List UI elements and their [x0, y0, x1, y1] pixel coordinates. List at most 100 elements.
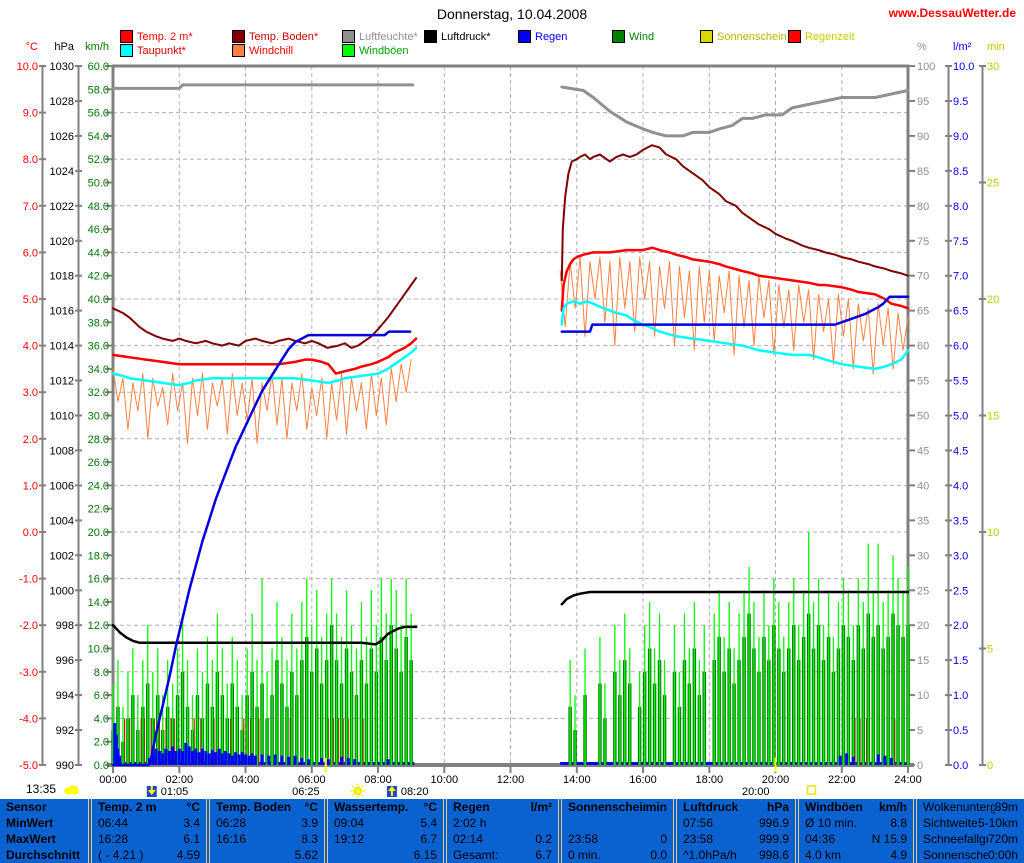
- svg-text:-2.0: -2.0: [19, 620, 38, 632]
- legend-label: Luftfeuchte*: [359, 30, 418, 43]
- table-cell-label: 09:04: [334, 816, 365, 830]
- svg-text:1022: 1022: [50, 201, 74, 213]
- table-column-luftdruck: Luftdruck hPa 07:56 996.9 23:58 999.9 ^1.0hPa/…: [673, 799, 795, 863]
- table-row: 02:14 0.2: [447, 831, 558, 847]
- table-cell-label: Wolkenunterg: [923, 800, 995, 814]
- svg-text:9.0: 9.0: [23, 108, 38, 120]
- svg-text:30: 30: [917, 550, 929, 562]
- svg-text:-1.0: -1.0: [19, 574, 38, 586]
- table-cell-value: 0:00h: [987, 848, 1018, 862]
- table-row: 2:02 h: [447, 815, 558, 831]
- table-row: 23:58 999.9: [677, 831, 795, 847]
- table-cell-label: ^1.0hPa/h: [683, 848, 737, 862]
- table-column-regen: Regen l/m² 2:02 h 02:14 0.2 Gesamt: 6.7: [443, 799, 558, 863]
- table-cell-label: 23:58: [683, 832, 714, 846]
- svg-text:28.0: 28.0: [88, 434, 109, 446]
- svg-text:0.0: 0.0: [94, 760, 109, 772]
- table-row: 0 min. 0.0: [562, 847, 673, 863]
- table-row: Schneefallgr 720m: [917, 831, 1024, 847]
- svg-text:16.0: 16.0: [88, 574, 109, 586]
- svg-text:1006: 1006: [50, 480, 74, 492]
- table-row: Luftdruck hPa: [677, 799, 795, 815]
- table-row: 6.15: [328, 847, 443, 863]
- svg-text:32.0: 32.0: [88, 387, 109, 399]
- svg-text:8.0: 8.0: [23, 154, 38, 166]
- svg-text:3.0: 3.0: [23, 387, 38, 399]
- sunset-icon: [806, 785, 817, 795]
- svg-text:4.0: 4.0: [953, 480, 968, 492]
- svg-text:8.5: 8.5: [953, 166, 968, 178]
- svg-text:14.0: 14.0: [88, 597, 109, 609]
- table-cell-value: 3.9: [301, 816, 318, 830]
- table-cell-value: °C: [423, 800, 437, 814]
- legend-swatch-icon: [120, 44, 133, 57]
- svg-text:10:00: 10:00: [431, 774, 459, 786]
- table-row: [562, 815, 673, 831]
- table-row: 16:28 6.1: [92, 831, 206, 847]
- table-cell-value: 6.7: [420, 832, 437, 846]
- table-cell-value: N 15.9: [871, 832, 907, 846]
- svg-text:1014: 1014: [50, 341, 74, 353]
- svg-text:24.0: 24.0: [88, 480, 109, 492]
- svg-text:-4.0: -4.0: [19, 713, 38, 725]
- svg-text:22:00: 22:00: [828, 774, 856, 786]
- table-cell-label: Luftdruck: [683, 800, 739, 814]
- svg-text:9.5: 9.5: [953, 96, 968, 108]
- svg-text:50: 50: [917, 411, 929, 423]
- table-cell-value: 4.59: [176, 848, 200, 862]
- svg-text:4.0: 4.0: [94, 713, 109, 725]
- current-time-label: 13:35: [26, 782, 57, 796]
- table-cell-value: hPa: [766, 800, 789, 814]
- table-cell-value: 8.8: [890, 816, 907, 830]
- svg-text:km/h: km/h: [85, 41, 109, 53]
- svg-text:3.5: 3.5: [953, 515, 968, 527]
- svg-text:18.0: 18.0: [88, 550, 109, 562]
- svg-text:-3.0: -3.0: [19, 667, 38, 679]
- svg-text:7.5: 7.5: [953, 236, 968, 248]
- svg-text:02:00: 02:00: [166, 774, 194, 786]
- svg-text:58.0: 58.0: [88, 84, 109, 96]
- rain-end-icon: [386, 786, 397, 797]
- svg-text:1.0: 1.0: [953, 690, 968, 702]
- cloud-icon: [64, 785, 80, 795]
- table-column-temp-boden: Temp. Boden °C 06:28 3.9 16:16 8.3 5.62: [206, 799, 324, 863]
- table-cell-value: 5.62: [294, 848, 318, 862]
- legend-item-regen: Regen: [518, 30, 567, 43]
- legend-label: Windböen: [359, 44, 409, 57]
- table-cell-value: 89m: [994, 800, 1018, 814]
- table-cell-label: 16:16: [216, 832, 247, 846]
- sunrise-icon: [350, 783, 366, 799]
- svg-text:0.0: 0.0: [953, 760, 968, 772]
- table-cell-value: min: [645, 800, 667, 814]
- legend-label: Temp. Boden*: [249, 30, 319, 43]
- legend-label: Regenzeit: [805, 30, 855, 43]
- svg-text:7.0: 7.0: [23, 201, 38, 213]
- svg-text:12.0: 12.0: [88, 620, 109, 632]
- table-row: Gesamt: 6.7: [447, 847, 558, 863]
- svg-text:06:00: 06:00: [298, 774, 326, 786]
- table-row: MinWert: [0, 815, 88, 831]
- table-cell-value: 998.6: [758, 848, 789, 862]
- svg-text:25: 25: [987, 178, 999, 190]
- svg-text:%: %: [917, 41, 927, 53]
- svg-text:990: 990: [56, 760, 74, 772]
- table-row: Ø 10 min. 8.8: [799, 815, 913, 831]
- table-cell-value: 5-10km: [977, 816, 1018, 830]
- site-link[interactable]: www.DessauWetter.de: [888, 6, 1016, 20]
- table-row: Sonnenschein min: [562, 799, 673, 815]
- legend-label: Temp. 2 m*: [137, 30, 193, 43]
- svg-text:1018: 1018: [50, 271, 74, 283]
- page-title: Donnerstag, 10.04.2008: [436, 6, 588, 22]
- svg-text:1.5: 1.5: [953, 655, 968, 667]
- table-cell-value: 5.4: [420, 816, 437, 830]
- svg-text:35: 35: [917, 515, 929, 527]
- svg-text:1028: 1028: [50, 96, 74, 108]
- table-row: 04:36 N 15.9: [799, 831, 913, 847]
- svg-text:1010: 1010: [50, 411, 74, 423]
- svg-text:04:00: 04:00: [232, 774, 260, 786]
- table-column-windb-en: Windböen km/h Ø 10 min. 8.8 04:36 N 15.9 4.0 k…: [795, 799, 913, 863]
- svg-text:20: 20: [987, 294, 999, 306]
- svg-text:20.0: 20.0: [88, 527, 109, 539]
- svg-text:45: 45: [917, 445, 929, 457]
- svg-text:8.0: 8.0: [953, 201, 968, 213]
